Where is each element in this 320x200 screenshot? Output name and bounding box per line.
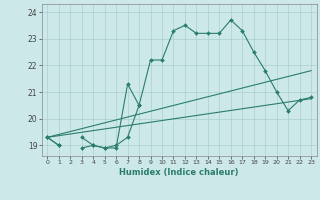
X-axis label: Humidex (Indice chaleur): Humidex (Indice chaleur) [119,168,239,177]
